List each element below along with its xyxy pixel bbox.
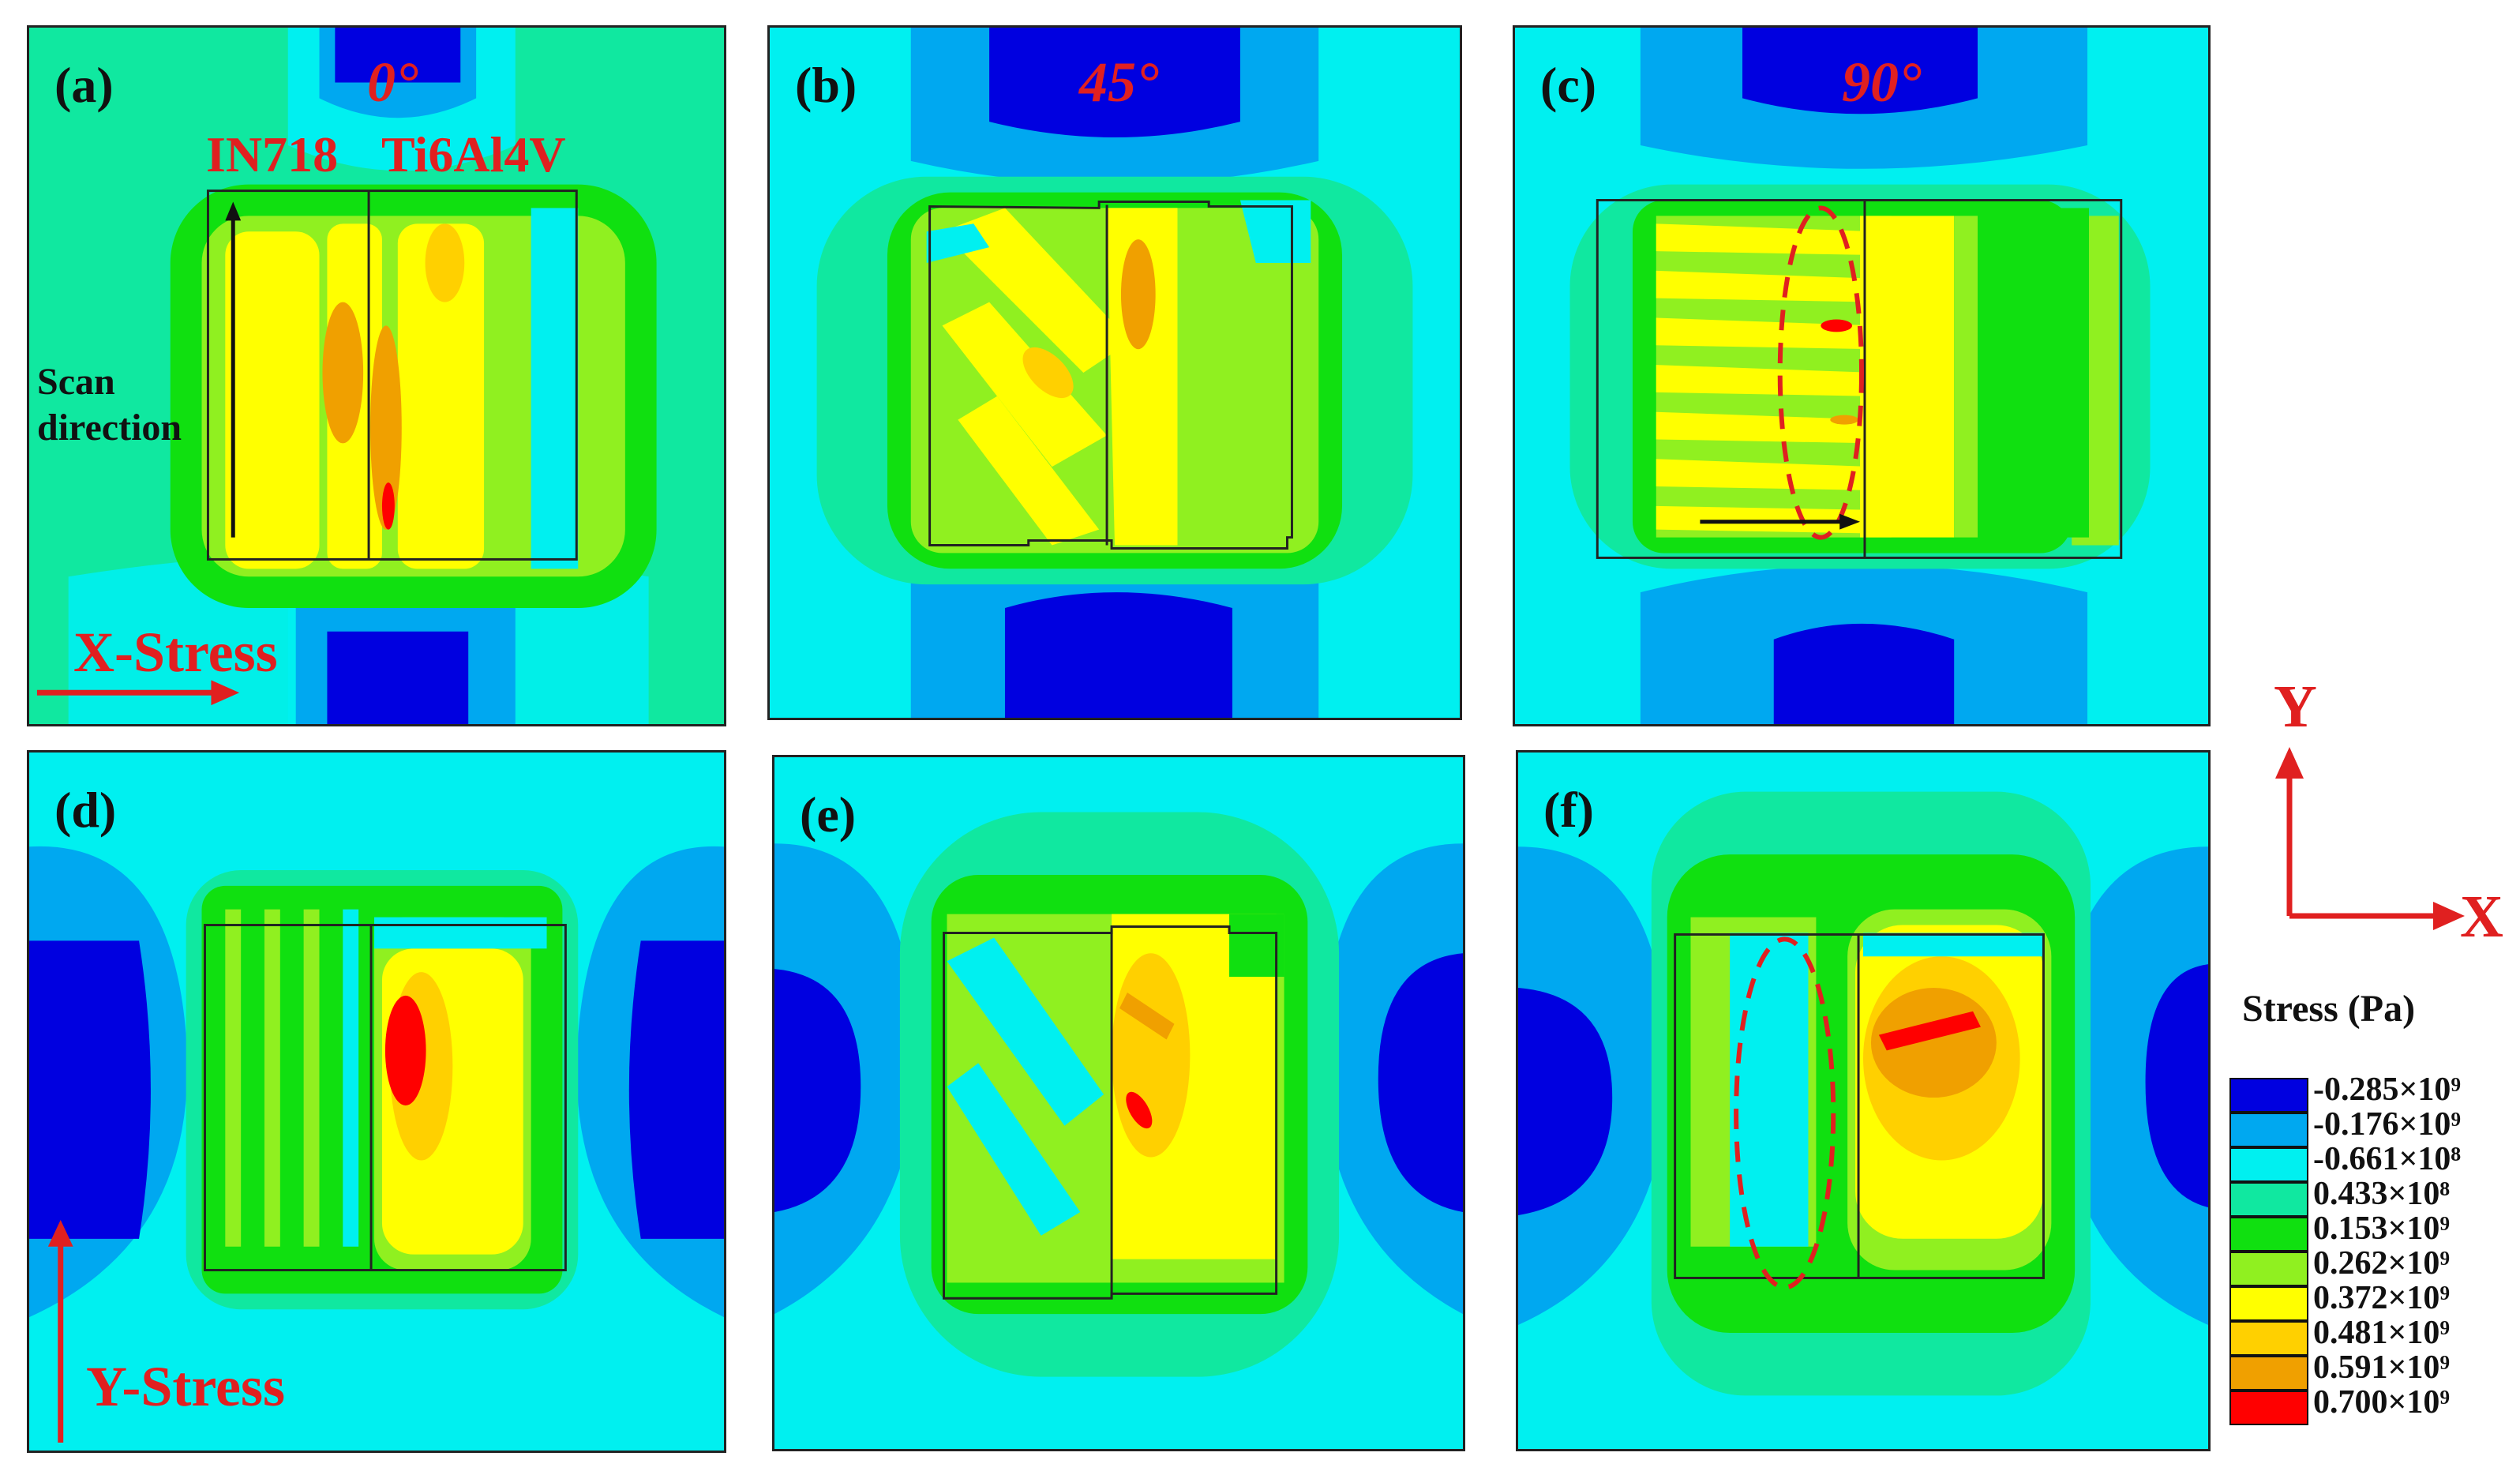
legend-swatch <box>2229 1356 2308 1391</box>
legend-swatch <box>2229 1252 2308 1286</box>
legend-swatch <box>2229 1391 2308 1425</box>
material-label-ti6al4v: Ti6Al4V <box>381 126 566 182</box>
contour-plot-d <box>29 753 724 1451</box>
panel-a: (a) 0° IN718 Ti6Al4V Scan direction X-St… <box>27 25 726 726</box>
legend-swatch <box>2229 1113 2308 1147</box>
x-stress-label: X-Stress <box>73 621 278 684</box>
legend-title: Stress (Pa) <box>2242 988 2416 1030</box>
panel-c: (c) 90° <box>1513 25 2211 726</box>
scan-angle-label: 45° <box>1079 51 1159 114</box>
panel-f: (f) <box>1516 750 2211 1451</box>
legend-value: 0.153×10⁹ <box>2313 1210 2451 1247</box>
scan-angle-label: 0° <box>367 51 418 114</box>
legend-value: -0.176×10⁹ <box>2313 1106 2462 1143</box>
panel-b: (b) 45° <box>767 25 1462 720</box>
legend-value: 0.591×10⁹ <box>2313 1349 2451 1386</box>
legend-swatch <box>2229 1321 2308 1356</box>
legend-value: -0.285×10⁹ <box>2313 1072 2462 1108</box>
panel-label: (f) <box>1543 782 1594 838</box>
scan-angle-label: 90° <box>1842 51 1922 114</box>
contour-plot-c <box>1515 28 2208 724</box>
scan-direction-label-line2: direction <box>37 407 182 449</box>
panel-label: (a) <box>54 57 114 113</box>
stress-legend: Stress (Pa) -0.285×10⁹ -0.176×10⁹ -0.661… <box>2225 987 2509 1461</box>
y-axis-label: Y <box>2274 674 2317 740</box>
legend-swatch <box>2229 1182 2308 1217</box>
contour-plot-a <box>29 28 724 724</box>
panel-label: (e) <box>800 786 857 843</box>
legend-swatch <box>2229 1147 2308 1182</box>
material-label-in718: IN718 <box>206 126 339 182</box>
panel-label: (b) <box>795 57 857 113</box>
scan-direction-label-line1: Scan <box>37 361 115 403</box>
panel-label: (d) <box>54 782 117 838</box>
panel-d: (d) Y-Stress <box>27 750 726 1453</box>
legend-value: 0.700×10⁹ <box>2313 1384 2451 1421</box>
contour-plot-f <box>1518 753 2208 1449</box>
legend-value: 0.481×10⁹ <box>2313 1315 2451 1351</box>
legend-swatch <box>2229 1286 2308 1321</box>
y-stress-label: Y-Stress <box>86 1355 286 1418</box>
panel-label: (c) <box>1540 57 1597 113</box>
legend-value: 0.433×10⁸ <box>2313 1176 2451 1212</box>
legend-swatch <box>2229 1217 2308 1252</box>
legend-value: -0.661×10⁸ <box>2313 1141 2462 1177</box>
legend-swatch <box>2229 1078 2308 1113</box>
x-axis-label: X <box>2460 884 2503 950</box>
panel-e: (e) <box>772 755 1465 1451</box>
legend-value: 0.262×10⁹ <box>2313 1245 2451 1282</box>
contour-plot-e <box>774 757 1463 1449</box>
legend-value: 0.372×10⁹ <box>2313 1280 2451 1316</box>
coordinate-axes: Y X <box>2258 674 2511 963</box>
contour-plot-b <box>770 28 1460 718</box>
